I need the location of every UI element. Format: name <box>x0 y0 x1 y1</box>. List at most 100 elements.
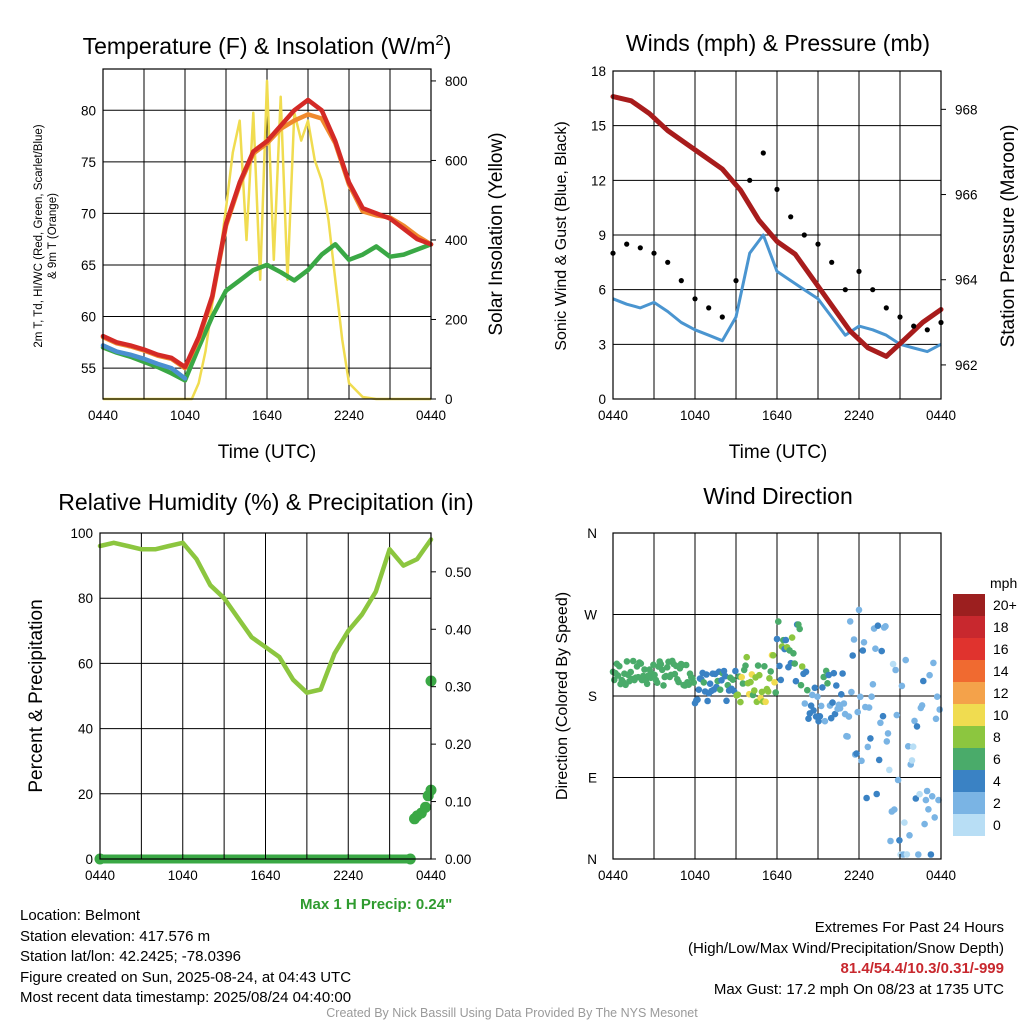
legend-swatch <box>953 748 985 770</box>
gust-point <box>774 186 780 192</box>
direction-point <box>685 681 692 688</box>
legend-swatch <box>953 682 985 704</box>
legend-label: 10 <box>993 707 1009 723</box>
direction-point <box>864 743 872 751</box>
y2-tick-label: 0.10 <box>445 795 471 810</box>
direction-point <box>829 699 836 706</box>
max-gust-text: Max Gust: 17.2 mph On 08/23 at 1735 UTC <box>713 980 1004 998</box>
direction-point <box>874 622 882 629</box>
pressure-y-axis-label: Station Pressure (Maroon) <box>998 125 1019 348</box>
station-pressure-line <box>610 94 944 359</box>
y-tick-label: 75 <box>81 155 96 170</box>
direction-point <box>777 676 785 684</box>
direction-point <box>700 679 708 686</box>
y2-tick-label: 962 <box>955 358 978 373</box>
direction-tick-label: S <box>588 689 597 704</box>
direction-point <box>918 702 926 709</box>
temp-line <box>100 97 434 370</box>
y-tick-label: 9 <box>598 228 606 243</box>
extremes-subtitle: (High/Low/Max Wind/Precipitation/Snow De… <box>688 939 1004 957</box>
direction-tick-label: E <box>588 771 597 786</box>
direction-point <box>896 837 903 844</box>
y-tick-label: 70 <box>81 206 96 221</box>
direction-point <box>694 696 701 703</box>
direction-point <box>756 671 763 679</box>
direction-point <box>769 652 777 659</box>
latlon-text: Station lat/lon: 42.2425; -78.0396 <box>20 948 242 965</box>
gust-point <box>842 287 848 293</box>
direction-tick-label: N <box>587 852 597 867</box>
direction-point <box>747 678 754 686</box>
direction-point <box>863 794 870 802</box>
direction-point <box>703 671 710 678</box>
direction-point <box>850 636 858 643</box>
y-tick-label: 60 <box>78 656 93 671</box>
direction-point <box>898 682 906 690</box>
wind-direction-y-axis-label: Direction (Colored By Speed) <box>554 592 571 800</box>
y-tick-label: 18 <box>591 64 606 79</box>
direction-point <box>840 700 848 707</box>
direction-point <box>878 647 885 655</box>
x-tick-label: 1640 <box>762 408 792 423</box>
direction-point <box>653 679 661 686</box>
direction-point <box>706 680 714 687</box>
direction-point <box>901 819 908 826</box>
gust-point <box>719 314 725 320</box>
direction-point <box>913 723 921 730</box>
legend-swatch <box>953 770 985 792</box>
x-tick-label: 0440 <box>926 868 956 883</box>
gust-point <box>760 150 766 156</box>
direction-point <box>860 639 868 646</box>
direction-point <box>892 666 899 674</box>
direction-point <box>926 671 933 679</box>
direction-point <box>908 757 916 764</box>
legend-label: 8 <box>993 729 1001 745</box>
x-tick-label: 1040 <box>680 868 710 883</box>
y2-tick-label: 0.30 <box>445 680 471 695</box>
direction-point <box>695 686 703 693</box>
max-precip-label: Max 1 H Precip: 0.24" <box>300 896 453 913</box>
direction-point <box>739 680 747 687</box>
direction-point <box>660 682 667 689</box>
direction-point <box>776 662 783 670</box>
relative-humidity-line <box>97 537 434 695</box>
direction-point <box>925 806 932 813</box>
direction-point <box>809 691 816 699</box>
legend-label: 4 <box>993 773 1001 789</box>
y2-tick-label: 200 <box>445 312 468 327</box>
direction-point <box>930 659 937 667</box>
y-tick-label: 20 <box>78 787 93 802</box>
direction-point <box>868 693 875 700</box>
direction-point <box>893 711 901 719</box>
direction-point <box>844 733 851 740</box>
legend-label: 0 <box>993 817 1001 833</box>
elevation-text: Station elevation: 417.576 m <box>20 927 211 945</box>
direction-point <box>887 837 894 845</box>
x-tick-label: 2240 <box>333 868 363 883</box>
winds-panel-title: Winds (mph) & Pressure (mb) <box>626 30 930 56</box>
x-tick-label: 0440 <box>926 408 956 423</box>
legend-swatch <box>953 594 985 616</box>
direction-point <box>933 693 941 700</box>
legend-swatch <box>953 660 985 682</box>
direction-point <box>833 682 840 689</box>
y-tick-label: 3 <box>598 337 606 352</box>
legend-unit: mph <box>990 575 1017 591</box>
direction-point <box>738 673 745 681</box>
gust-point <box>637 245 643 251</box>
direction-point <box>804 686 811 694</box>
y2-tick-label: 0.40 <box>445 622 471 637</box>
wind-speed-legend: mph 20+ 18 16 14 12 10 8 6 4 2 0 <box>953 575 1017 836</box>
x-tick-label: 1040 <box>168 868 198 883</box>
y2-tick-label: 400 <box>445 233 468 248</box>
direction-point <box>657 660 665 668</box>
y-tick-label: 80 <box>81 103 96 118</box>
direction-point <box>877 719 884 727</box>
x-tick-label: 1640 <box>250 868 280 883</box>
gust-point <box>651 250 657 256</box>
y2-tick-label: 0.00 <box>445 852 471 867</box>
direction-tick-label: N <box>587 526 597 541</box>
gust-point <box>897 314 903 320</box>
y-tick-label: 60 <box>81 310 96 325</box>
humidity-y-axis-label: Percent & Precipitation <box>26 599 47 792</box>
